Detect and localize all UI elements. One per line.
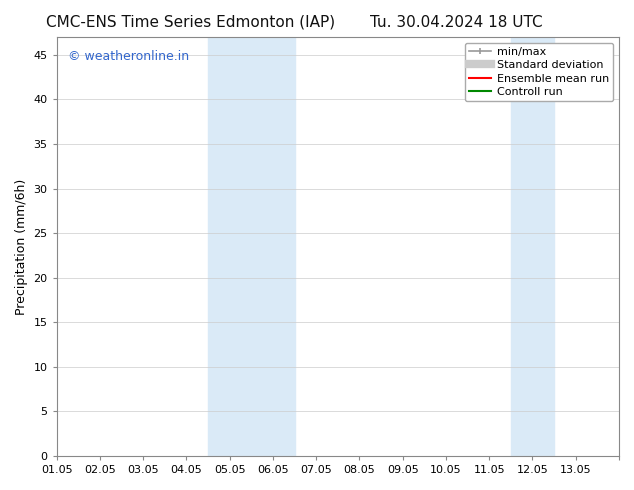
Bar [511,37,554,456]
Text: CMC-ENS Time Series Edmonton (IAP): CMC-ENS Time Series Edmonton (IAP) [46,15,335,30]
Y-axis label: Precipitation (mm/6h): Precipitation (mm/6h) [15,178,28,315]
Text: Tu. 30.04.2024 18 UTC: Tu. 30.04.2024 18 UTC [370,15,543,30]
Legend: min/max, Standard deviation, Ensemble mean run, Controll run: min/max, Standard deviation, Ensemble me… [465,43,614,101]
Bar [208,37,295,456]
Text: © weatheronline.in: © weatheronline.in [68,49,189,63]
